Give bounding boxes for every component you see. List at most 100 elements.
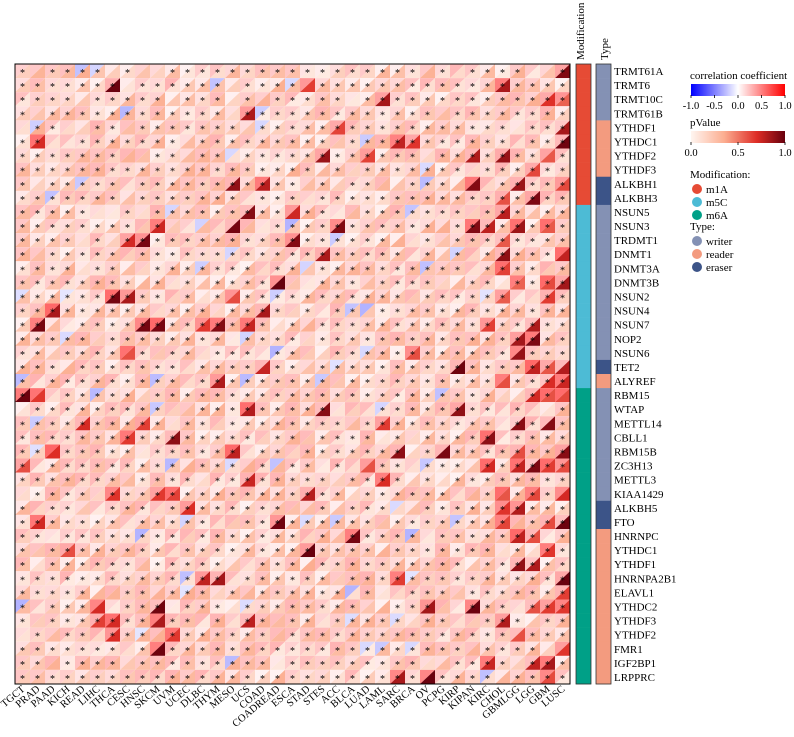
significance-marker: * [485,68,490,79]
heatmap-cell-pvalue [330,247,345,262]
heatmap-cell-pvalue [270,106,285,121]
significance-marker: * [170,589,175,600]
type-annotation-cell [596,317,611,333]
heatmap-cell-pvalue [75,233,90,248]
significance-marker: * [410,124,415,135]
row-label: NSUN2 [614,292,649,304]
significance-marker: * [155,449,160,460]
heatmap-cell-correlation [210,78,225,93]
significance-marker: * [155,209,160,220]
heatmap-cell-pvalue [375,120,390,135]
significance-marker: * [335,308,340,319]
significance-marker: * [335,124,340,135]
row-label: ALKBH1 [614,179,657,191]
significance-marker: * [425,463,430,474]
heatmap-cell-pvalue [345,247,360,262]
legend-tick-label: -0.5 [706,101,723,112]
heatmap-cell-pvalue [345,148,360,163]
significance-marker: * [125,604,130,615]
significance-marker: * [35,294,40,305]
significance-marker: * [305,251,310,262]
significance-marker: * [410,308,415,319]
significance-marker: * [155,406,160,417]
heatmap-cell-pvalue [210,78,225,93]
heatmap-cell-pvalue [360,219,375,234]
significance-marker: * [230,322,235,333]
legend-item-label: m5C [706,197,727,209]
type-annotation-cell [596,416,611,431]
significance-marker: * [245,519,250,530]
heatmap-cell-correlation [450,261,465,276]
heatmap-cell-pvalue [465,275,480,290]
heatmap-cell-pvalue [510,233,525,248]
significance-marker: * [350,434,355,445]
heatmap-cell-pvalue [120,78,135,93]
significance-marker: * [335,618,340,629]
significance-marker: * [410,632,415,643]
type-annotation-cell [596,627,611,643]
significance-marker: * [395,519,400,530]
heatmap-cell-pvalue [195,204,210,219]
heatmap-cell-pvalue [540,289,555,304]
heatmap-cell-pvalue [540,219,555,234]
heatmap-cell-pvalue [465,64,480,79]
significance-marker: * [560,124,565,135]
significance-marker: * [50,477,55,488]
significance-marker: * [545,294,550,305]
significance-marker: * [275,82,280,93]
heatmap-cell-pvalue [495,148,510,163]
heatmap-cell-pvalue [360,78,375,93]
significance-marker: * [260,237,265,248]
heatmap-cell-pvalue [390,176,405,191]
significance-marker: * [65,110,70,121]
significance-marker: * [80,139,85,150]
heatmap-cell-pvalue [105,106,120,121]
modification-annotation-cell [576,331,591,347]
modification-annotation-cell [576,444,591,459]
significance-marker: * [545,618,550,629]
row-label: NSUN6 [614,348,650,360]
significance-marker: * [365,139,370,150]
significance-marker: * [350,505,355,516]
significance-marker: * [500,364,505,375]
significance-marker: * [560,110,565,121]
heatmap-cell-pvalue [525,204,540,219]
heatmap-cell-correlation [465,176,480,191]
heatmap-cell-pvalue [270,261,285,276]
heatmap-cell-pvalue [135,289,150,304]
significance-marker: * [155,547,160,558]
significance-marker: * [50,674,55,685]
heatmap-cell-pvalue [420,247,435,262]
significance-marker: * [290,181,295,192]
significance-marker: * [545,434,550,445]
heatmap-cell-pvalue [555,233,570,248]
significance-marker: * [215,96,220,107]
significance-marker: * [95,237,100,248]
significance-marker: * [80,223,85,234]
significance-marker: * [530,364,535,375]
significance-marker: * [155,674,160,685]
significance-marker: * [515,265,520,276]
significance-marker: * [140,364,145,375]
heatmap-cell-pvalue [435,275,450,290]
modification-annotation-cell [576,233,591,248]
heatmap-cell-correlation [480,106,495,121]
heatmap-cell-pvalue [150,275,165,290]
significance-marker: * [320,392,325,403]
heatmap-cell-pvalue [345,204,360,219]
significance-marker: * [140,632,145,643]
significance-marker: * [80,167,85,178]
heatmap-cell-correlation [195,176,210,191]
significance-marker: * [245,181,250,192]
significance-marker: * [500,505,505,516]
modification-annotation-cell [576,599,591,614]
row-label: YTHDF2 [614,151,656,163]
significance-marker: * [125,420,130,431]
significance-marker: * [200,575,205,586]
significance-marker: * [245,350,250,361]
heatmap-cell-pvalue [135,176,150,191]
significance-marker: * [530,491,535,502]
significance-marker: * [335,519,340,530]
significance-marker: * [290,265,295,276]
heatmap-cell-pvalue [240,190,255,205]
